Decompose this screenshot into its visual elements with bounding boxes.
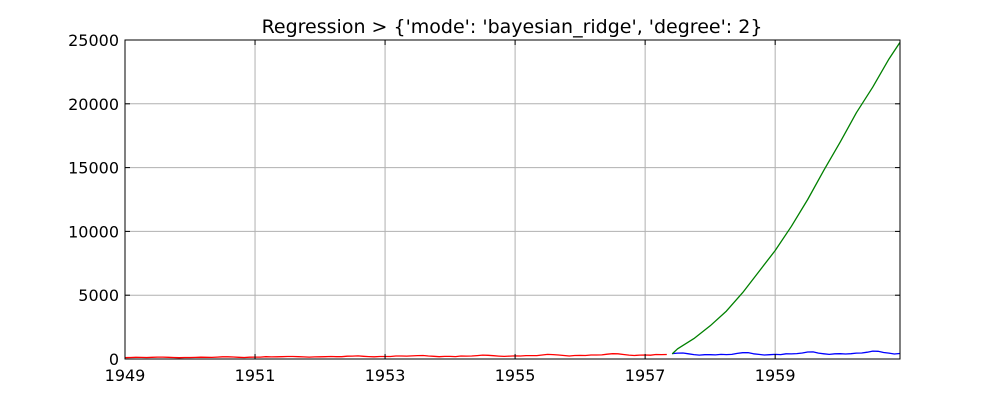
y-tick-label: 5000 — [78, 286, 119, 305]
x-tick-label: 1957 — [625, 366, 666, 385]
x-tick-label: 1951 — [235, 366, 276, 385]
y-tick-label: 15000 — [68, 159, 119, 178]
chart-title: Regression > {'mode': 'bayesian_ridge', … — [262, 16, 763, 38]
y-tick-label: 25000 — [68, 31, 119, 50]
plot-area-frame — [124, 39, 901, 360]
series-line-1 — [672, 350, 900, 356]
x-tick-label: 1959 — [755, 366, 796, 385]
x-tick-label: 1955 — [495, 366, 536, 385]
y-tick-label: 10000 — [68, 222, 119, 241]
y-tick-label: 20000 — [68, 95, 119, 114]
series-lines — [124, 42, 901, 359]
series-line-0 — [124, 353, 667, 359]
x-tick-label: 1949 — [105, 366, 146, 385]
y-tick-label: 0 — [109, 350, 119, 369]
x-tick-label: 1953 — [365, 366, 406, 385]
series-line-2 — [671, 42, 901, 355]
axis-ticks: 1949 1951 1953 1955 1957 1959 0 5000 10000 15000 2… — [68, 31, 900, 385]
grid-lines — [125, 40, 900, 359]
